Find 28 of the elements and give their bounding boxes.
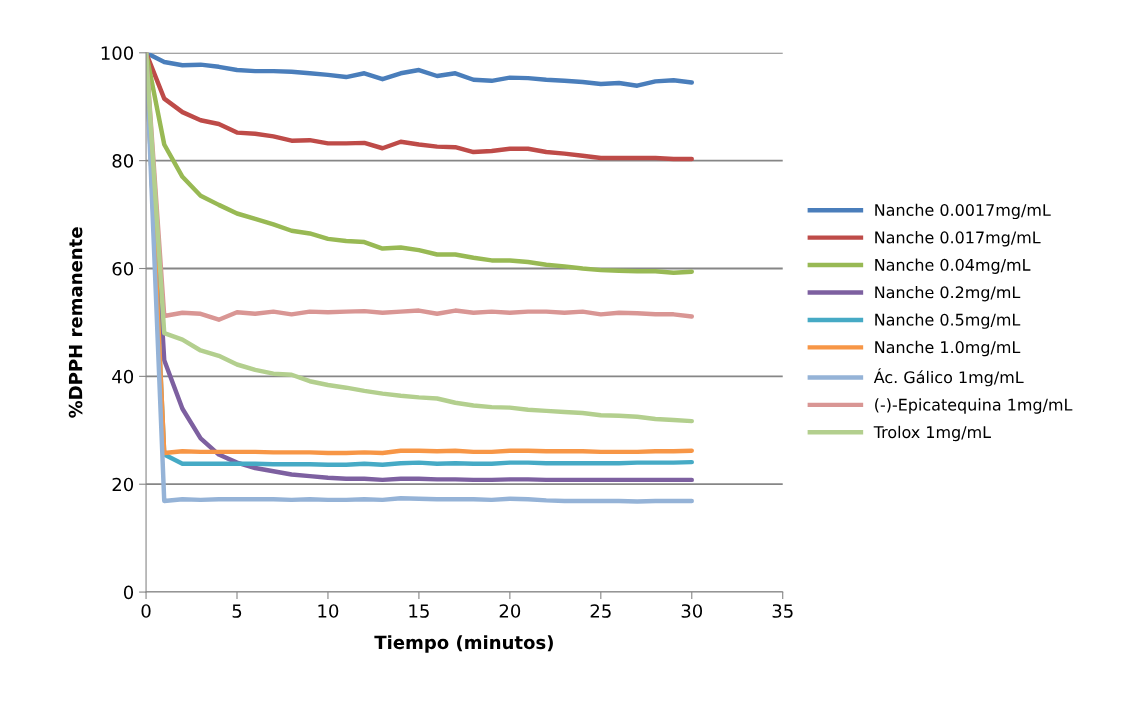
line-series: [146, 52, 694, 276]
legend-label: Nanche 0.2mg/mL: [875, 285, 1021, 302]
y-tick-label: 40: [112, 369, 134, 384]
x-tick-label: 10: [318, 604, 339, 618]
legend-label: Ác. Gálico 1mg/mL: [873, 368, 1024, 387]
line-series: [146, 52, 694, 162]
x-tick-label: 25: [590, 604, 611, 618]
y-tick-label: 80: [112, 154, 134, 168]
y-axis-title: %DPPH remanente: [68, 227, 83, 418]
x-tick-label: 30: [681, 604, 703, 618]
x-tick-label: 20: [499, 604, 521, 618]
legend-label: (-)-Epicatequina 1mg/mL: [875, 398, 1073, 414]
y-tick-label: 20: [112, 477, 134, 492]
x-tick-label: 15: [409, 604, 429, 618]
y-tick-label: 0: [123, 585, 134, 600]
y-tick-label: 60: [112, 261, 134, 276]
legend-label: Nanche 0.0017mg/mL: [875, 203, 1051, 220]
legend-label: Nanche 0.5mg/mL: [875, 313, 1021, 329]
x-tick-label: 35: [772, 604, 793, 618]
x-axis-title: Tiempo (minutos): [374, 635, 553, 653]
legend-label: Trolox 1mg/mL: [873, 425, 991, 442]
legend-label: Nanche 0.04mg/mL: [875, 258, 1031, 274]
line-series: [146, 52, 694, 88]
legend-label: Nanche 1.0mg/mL: [875, 340, 1021, 357]
y-tick-label: 100: [101, 46, 134, 60]
x-tick-label: 0: [141, 604, 151, 618]
legend-label: Nanche 0.017mg/mL: [875, 231, 1041, 247]
x-tick-label: 5: [232, 604, 242, 618]
